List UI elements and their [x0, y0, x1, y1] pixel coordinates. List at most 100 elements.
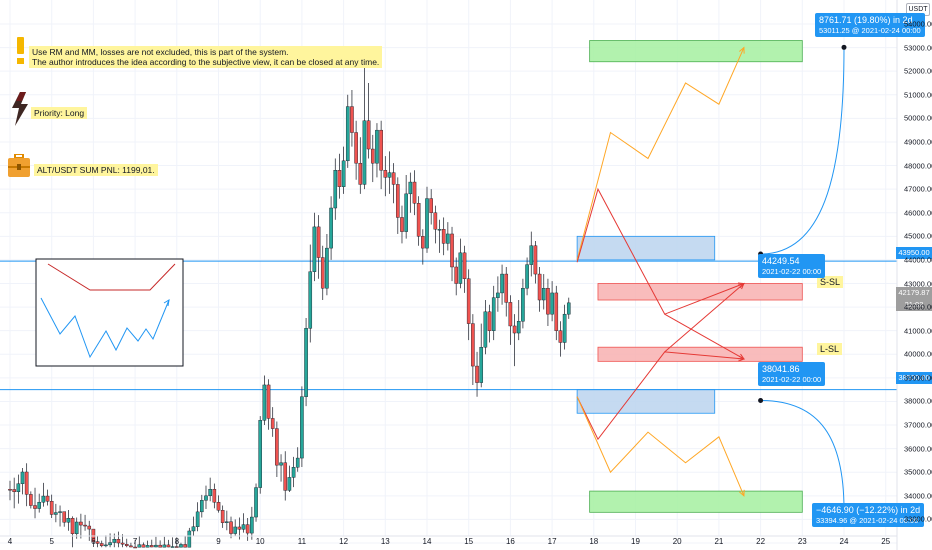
red-projection-arrow-4 [737, 282, 745, 290]
candle-body-2 [16, 483, 21, 493]
candle-body-88 [375, 129, 379, 164]
price-tick-label-21: 53000.00 [904, 43, 932, 53]
price-tick-label-11: 43000.00 [904, 279, 932, 288]
candle-body-104 [441, 229, 446, 244]
candle-body-111 [471, 323, 475, 367]
time-tick-label-18: 22 [756, 537, 766, 546]
candle-body-103 [437, 229, 442, 231]
candle-body-73 [312, 226, 317, 272]
candle-body-127 [537, 273, 542, 301]
candle-body-77 [329, 207, 333, 249]
candle-body-28 [124, 543, 129, 547]
candle-body-16 [74, 521, 79, 534]
red-zone-2 [597, 283, 803, 301]
pnl-note: ALT/USDT SUM PNL: 1199,01. [34, 164, 158, 176]
blue-zone-4 [576, 389, 716, 414]
measure-arc-1 [760, 399, 845, 511]
candle-body-29 [129, 545, 133, 548]
time-tick-label-10: 14 [422, 537, 432, 546]
candle-body-45 [195, 511, 200, 527]
candle-body-58 [250, 516, 254, 534]
orange-projection-arrow-5 [739, 489, 745, 497]
time-tick-label-14: 18 [589, 537, 599, 546]
candle-body-55 [237, 526, 242, 530]
candle-body-97 [412, 181, 417, 204]
candle-body-37 [162, 544, 167, 548]
green-zone-5 [589, 490, 803, 513]
candle-body-115 [487, 311, 492, 331]
candle-body-24 [108, 542, 112, 546]
candle-body-81 [345, 106, 350, 162]
candle-body-10 [49, 501, 54, 515]
candle-body-66 [283, 462, 288, 491]
candle-body-0 [8, 489, 12, 491]
candle-body-57 [245, 524, 250, 534]
candle-body-133 [562, 313, 567, 343]
briefcase-icon [8, 154, 30, 177]
time-tick-label-5: 9 [216, 537, 221, 546]
candle-body-65 [279, 462, 283, 466]
measure-start-dot-1 [758, 397, 764, 403]
candle-body-94 [400, 217, 404, 232]
time-tick-label-1: 5 [49, 537, 54, 546]
candle-body-116 [491, 297, 496, 331]
candle-body-98 [416, 203, 421, 237]
candle-body-91 [387, 172, 392, 178]
long-stop-loss-label: L-SL [817, 343, 843, 355]
candle-body-106 [450, 233, 454, 268]
candle-body-46 [200, 500, 204, 513]
candle-body-99 [421, 236, 425, 249]
candle-body-69 [295, 457, 300, 468]
measure-end-dot-0 [841, 44, 847, 50]
candle-body-132 [558, 330, 563, 343]
priority-note: Priority: Long [31, 107, 88, 119]
time-tick-label-8: 12 [339, 537, 349, 546]
current-time-tag: 21:02 [896, 299, 932, 311]
candle-body-43 [187, 530, 192, 548]
red-zone-3 [597, 346, 803, 362]
candle-body-64 [275, 428, 279, 466]
candle-body-50 [216, 501, 221, 511]
risk-note-line2: The author introduces the idea according… [32, 57, 380, 67]
candle-body-60 [258, 420, 263, 488]
candle-body-13 [62, 511, 67, 523]
price-tick-label-6: 38000.00 [904, 396, 932, 406]
downside-measure-callout: −4646.90 (−12.22%) in 2d 33394.96 @ 2021… [812, 503, 925, 527]
candle-body-39 [170, 546, 175, 548]
candle-body-41 [179, 544, 183, 548]
candle-body-19 [87, 525, 92, 530]
scheme-box [35, 258, 184, 367]
candle-body-129 [546, 288, 550, 315]
price-tick-label-16: 48000.00 [904, 161, 932, 171]
trade-zones [576, 40, 803, 513]
candle-body-63 [270, 418, 275, 429]
candle-body-9 [45, 495, 50, 502]
green-zone-0 [589, 40, 803, 63]
candle-body-124 [525, 264, 529, 289]
orange-projection-0 [576, 47, 745, 261]
downside-change: −4646.90 (−12.22%) in 2d [816, 505, 921, 515]
downside-start-price: 38041.86 [762, 364, 800, 374]
candle-body-51 [220, 510, 225, 523]
price-tick-label-19: 51000.00 [904, 90, 932, 100]
candle-body-35 [154, 544, 158, 548]
price-tick-label-13: 45000.00 [904, 231, 932, 241]
candle-body-112 [475, 365, 479, 383]
candle-body-109 [462, 252, 467, 279]
candle-body-125 [529, 245, 534, 265]
candle-body-126 [533, 245, 538, 275]
price-tick-label-1: 33000.00 [904, 514, 932, 524]
lower-level-tag: 38500.00 [896, 372, 932, 384]
time-tick-label-11: 15 [464, 537, 474, 546]
price-tick-label-9: 41000.00 [904, 326, 932, 336]
candle-body-62 [266, 384, 271, 419]
candle-body-100 [425, 198, 429, 249]
price-tick-label-7: 39000.00 [904, 373, 932, 383]
candle-body-70 [300, 396, 304, 459]
candle-body-84 [358, 162, 363, 185]
price-tick-label-2: 34000.00 [904, 491, 932, 501]
candle-body-36 [158, 544, 162, 548]
candle-body-5 [29, 494, 33, 506]
candle-body-120 [508, 302, 513, 327]
